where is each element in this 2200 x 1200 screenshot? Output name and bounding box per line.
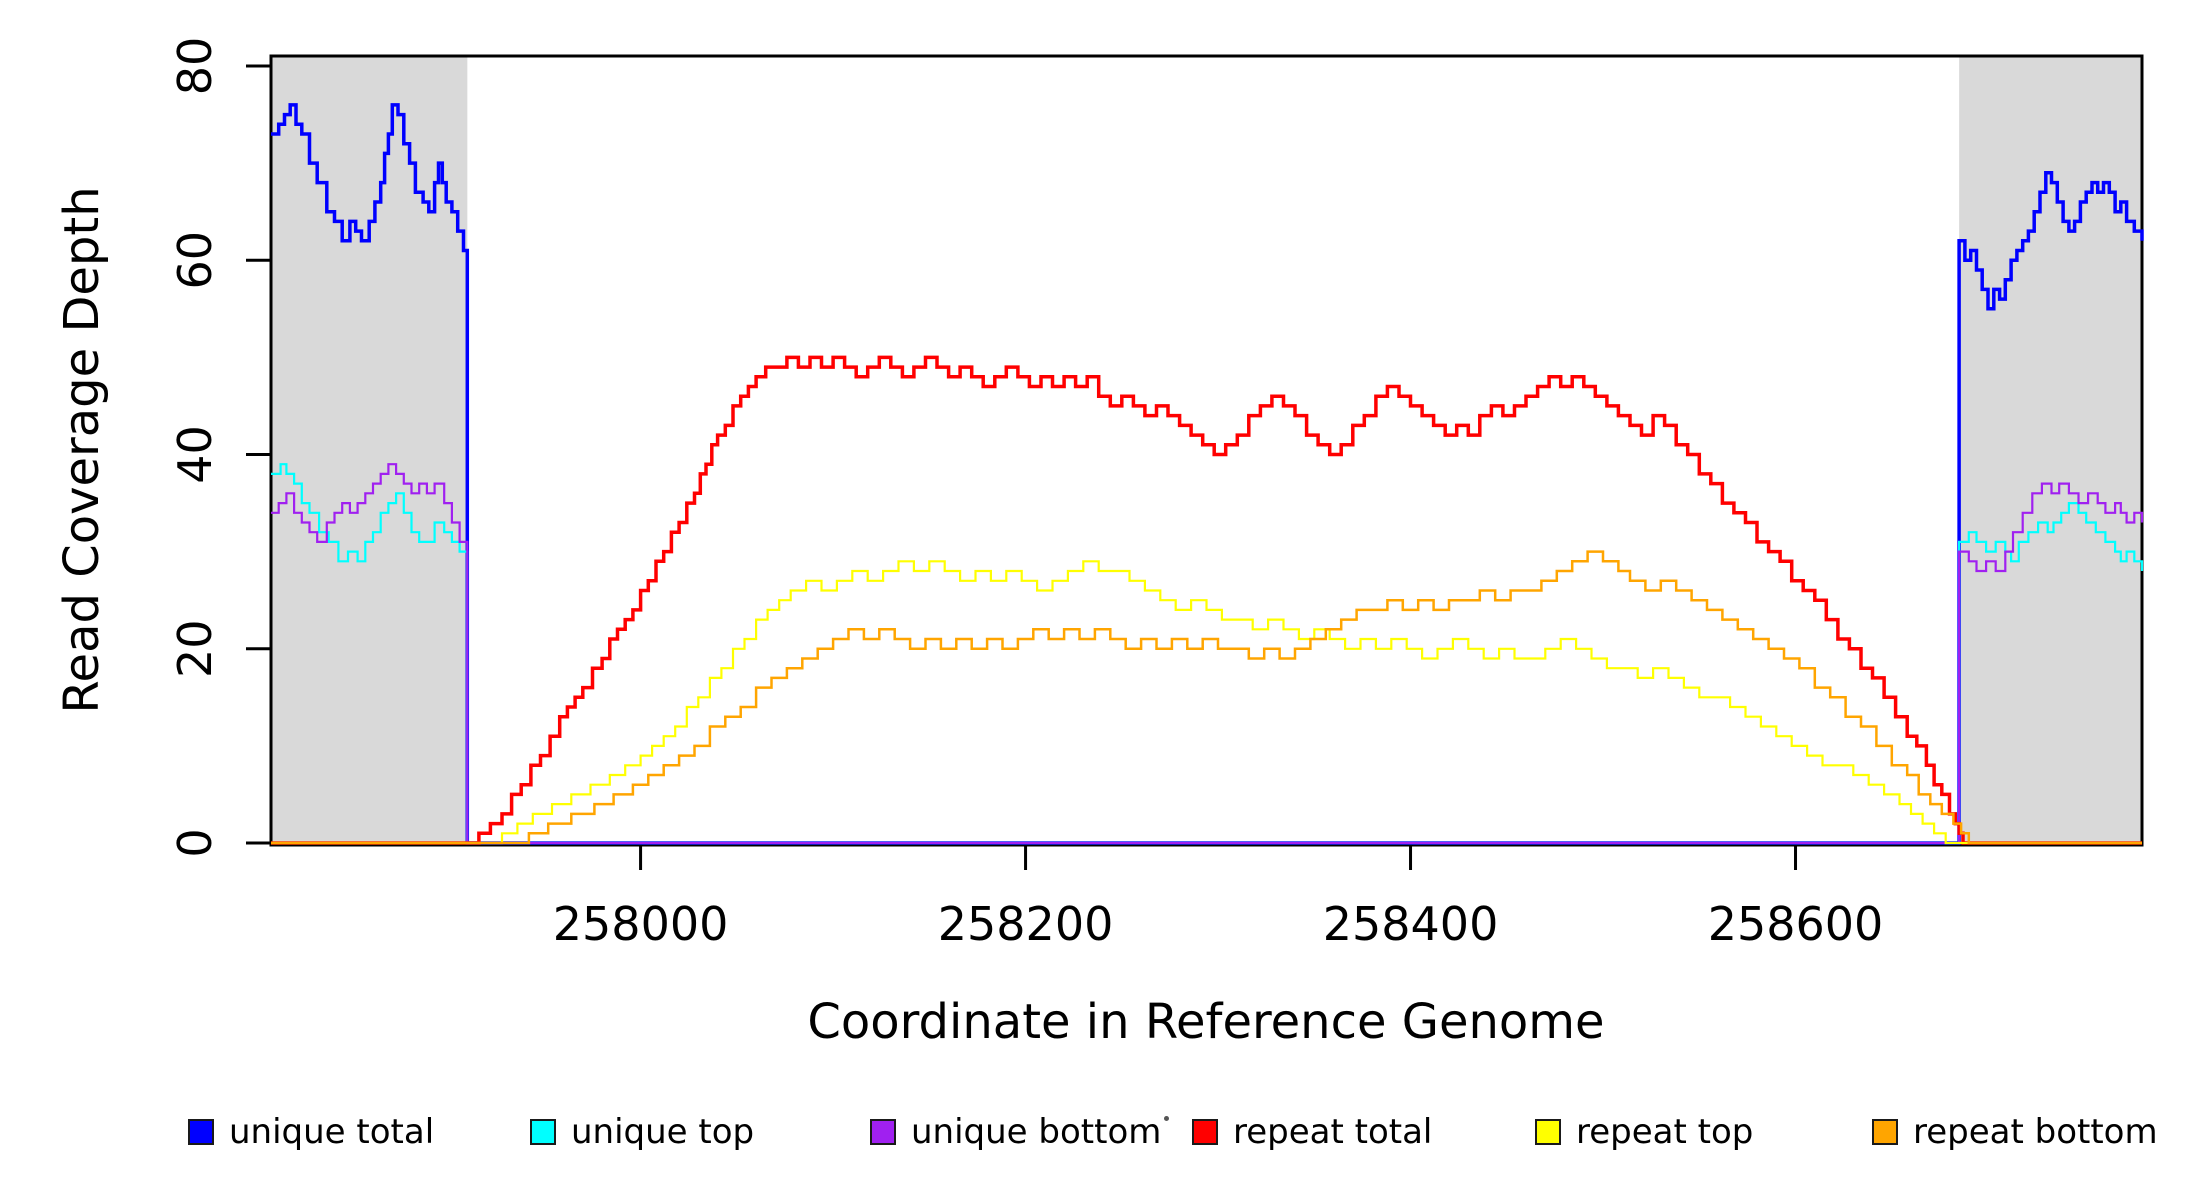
- y-tick-label: 20: [168, 619, 222, 678]
- legend-label: unique total: [229, 1112, 435, 1152]
- x-tick-label: 258400: [1323, 897, 1499, 951]
- legend-label: repeat top: [1576, 1112, 1754, 1152]
- shaded-region-right: [1959, 57, 2142, 844]
- x-axis-title: Coordinate in Reference Genome: [807, 994, 1605, 1050]
- y-tick-label: 40: [168, 425, 222, 484]
- series-repeat-bottom-line: [271, 550, 2142, 845]
- y-tick-label: 80: [168, 37, 222, 96]
- legend-swatch-unique-top: [530, 1119, 556, 1145]
- legend-item-unique-bottom: unique bottom: [870, 1110, 1161, 1154]
- x-tick-label: 258600: [1708, 897, 1884, 951]
- x-tick-label: 258200: [938, 897, 1114, 951]
- series-repeat-top-line: [271, 560, 2142, 845]
- x-tick-label: 258000: [553, 897, 729, 951]
- legend-item-repeat-bottom: repeat bottom: [1872, 1110, 2158, 1154]
- legend-swatch-unique-total: [188, 1119, 214, 1145]
- y-tick-label: 60: [168, 231, 222, 290]
- legend-item-unique-total: unique total: [188, 1110, 434, 1154]
- legend-swatch-repeat-top: [1535, 1119, 1561, 1145]
- legend-label: repeat total: [1233, 1112, 1433, 1152]
- legend-item-repeat-total: repeat total: [1192, 1110, 1432, 1154]
- legend-swatch-repeat-bottom: [1872, 1119, 1898, 1145]
- plot-border: [269, 54, 2144, 847]
- stray-dot: [1164, 1116, 1169, 1121]
- legend-label: unique bottom: [911, 1112, 1162, 1152]
- legend-item-repeat-top: repeat top: [1535, 1110, 1753, 1154]
- series-unique-total-line: [271, 103, 2144, 845]
- legend-swatch-unique-bottom: [870, 1119, 896, 1145]
- series-unique-bottom-line: [271, 463, 2144, 845]
- legend-label: repeat bottom: [1913, 1112, 2158, 1152]
- legend-label: unique top: [571, 1112, 755, 1152]
- y-axis-title: Read Coverage Depth: [54, 186, 110, 714]
- y-tick-label: 0: [168, 828, 222, 857]
- legend-item-unique-top: unique top: [530, 1110, 754, 1154]
- series-repeat-total-line: [271, 355, 2142, 845]
- legend-swatch-repeat-total: [1192, 1119, 1218, 1145]
